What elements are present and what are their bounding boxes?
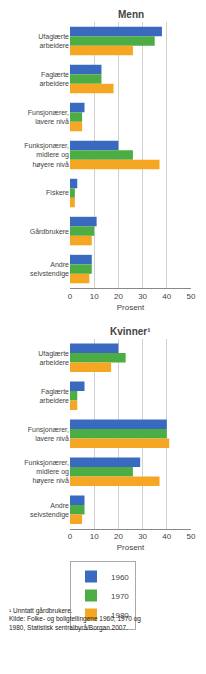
svg-text:Prosent: Prosent xyxy=(117,543,145,552)
svg-text:20: 20 xyxy=(114,532,123,541)
svg-text:Fiskere: Fiskere xyxy=(46,189,69,196)
svg-text:Funsjonærer,lavere nivå: Funsjonærer,lavere nivå xyxy=(28,109,69,125)
svg-text:Gårdbrukere: Gårdbrukere xyxy=(30,228,69,235)
svg-text:0: 0 xyxy=(68,532,73,541)
svg-text:Faglærtearbeidere: Faglærtearbeidere xyxy=(39,71,69,87)
svg-text:1960: 1960 xyxy=(111,573,129,582)
svg-text:Faglærtearbeidere: Faglærtearbeidere xyxy=(39,388,69,404)
svg-text:¹ Unntatt gårdbrukere.Kilde: F: ¹ Unntatt gårdbrukere.Kilde: Folke- og b… xyxy=(9,607,141,632)
svg-text:40: 40 xyxy=(162,292,171,301)
svg-text:Funsjonærer,lavere nivå: Funsjonærer,lavere nivå xyxy=(28,426,69,442)
svg-text:Ufaglærtearbeidere: Ufaglærtearbeidere xyxy=(38,350,69,366)
svg-text:10: 10 xyxy=(90,532,99,541)
svg-text:Andreselvstendige: Andreselvstendige xyxy=(30,502,69,519)
svg-text:50: 50 xyxy=(187,292,196,301)
svg-text:Funksjonærer,midlere oghøyere: Funksjonærer,midlere oghøyere nivå xyxy=(24,142,69,168)
svg-text:0: 0 xyxy=(68,292,73,301)
svg-text:40: 40 xyxy=(162,532,171,541)
svg-text:Ufaglærtearbeidere: Ufaglærtearbeidere xyxy=(38,33,69,49)
svg-text:Funksjonærer,midlere oghøyere: Funksjonærer,midlere oghøyere nivå xyxy=(24,459,69,485)
svg-text:20: 20 xyxy=(114,292,123,301)
svg-text:Kvinner¹: Kvinner¹ xyxy=(110,326,151,337)
svg-text:50: 50 xyxy=(187,532,196,541)
svg-text:1970: 1970 xyxy=(111,592,129,601)
svg-text:Andreselvstendige: Andreselvstendige xyxy=(30,261,69,278)
svg-text:Prosent: Prosent xyxy=(117,303,145,312)
svg-text:1980: 1980 xyxy=(111,611,129,620)
svg-text:Menn: Menn xyxy=(118,9,144,20)
svg-text:30: 30 xyxy=(138,532,147,541)
svg-text:30: 30 xyxy=(138,292,147,301)
svg-text:10: 10 xyxy=(90,292,99,301)
